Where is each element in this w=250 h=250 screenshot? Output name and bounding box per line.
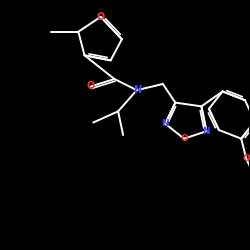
Text: N: N [202, 127, 210, 136]
Text: N: N [162, 119, 169, 128]
Text: O: O [242, 154, 250, 163]
Text: O: O [96, 12, 105, 22]
Text: O: O [87, 82, 95, 92]
Text: O: O [180, 134, 188, 143]
Text: N: N [133, 85, 141, 95]
